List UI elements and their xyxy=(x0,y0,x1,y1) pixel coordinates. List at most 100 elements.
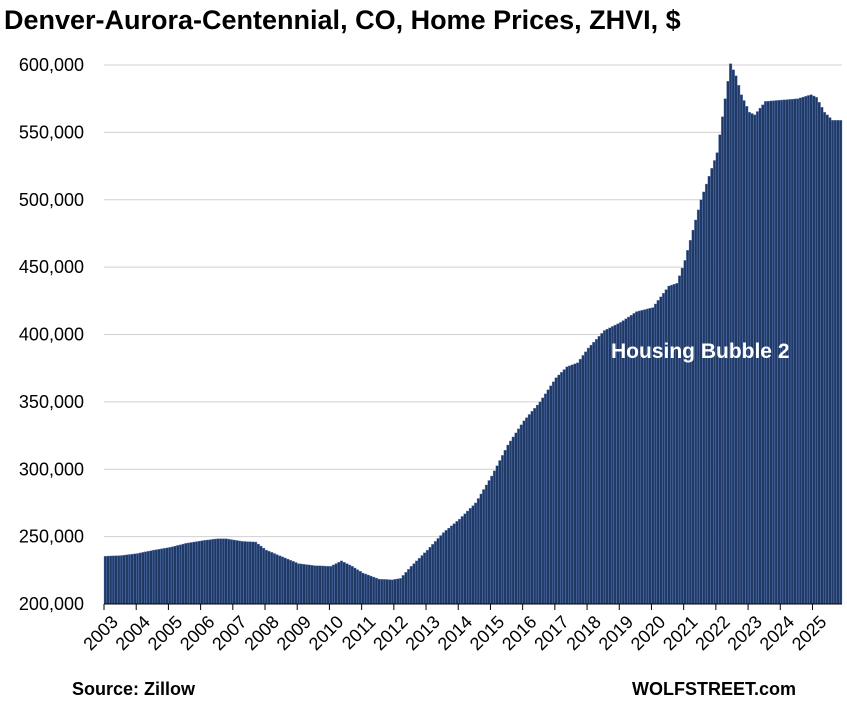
bar xyxy=(463,513,467,605)
bar xyxy=(554,377,558,605)
bar xyxy=(420,555,424,605)
bar xyxy=(127,554,132,605)
x-tick-label: 2019 xyxy=(595,612,637,654)
bar xyxy=(828,117,832,605)
bar xyxy=(382,579,386,605)
bar xyxy=(162,548,166,605)
bar xyxy=(796,98,800,605)
bar xyxy=(334,563,338,605)
bar xyxy=(814,97,819,605)
bar xyxy=(278,555,282,605)
bar xyxy=(192,541,196,605)
x-tick-label: 2010 xyxy=(305,612,347,654)
bar xyxy=(576,362,580,605)
bar xyxy=(839,120,843,605)
bar xyxy=(804,96,808,605)
bar xyxy=(305,564,309,605)
bar xyxy=(294,562,298,605)
bar xyxy=(176,545,180,605)
bar xyxy=(283,557,287,605)
bar xyxy=(718,134,722,605)
bar xyxy=(275,554,279,605)
bar xyxy=(157,549,161,605)
bar xyxy=(683,260,687,605)
bar xyxy=(262,547,266,605)
bar xyxy=(514,432,518,605)
bar xyxy=(356,569,360,605)
x-tick-label: 2008 xyxy=(240,612,282,654)
bar xyxy=(195,541,199,605)
bar xyxy=(248,541,252,605)
x-tick-label: 2020 xyxy=(627,612,669,654)
bar xyxy=(146,551,150,605)
bar xyxy=(573,363,577,605)
x-tick-label: 2014 xyxy=(434,612,476,654)
bar xyxy=(310,565,314,605)
bar xyxy=(272,553,276,605)
bar xyxy=(549,385,553,605)
bar xyxy=(407,569,411,605)
bar xyxy=(369,575,373,605)
bar xyxy=(546,389,550,605)
bar xyxy=(168,547,172,605)
bar xyxy=(836,120,840,605)
bar xyxy=(688,239,692,605)
y-tick-label: 350,000 xyxy=(19,392,84,412)
bar xyxy=(189,542,193,605)
y-tick-label: 400,000 xyxy=(19,325,84,345)
bar xyxy=(578,358,582,605)
bar xyxy=(184,543,188,605)
bar xyxy=(450,525,454,605)
bar xyxy=(280,556,284,605)
bar xyxy=(433,541,437,605)
bar xyxy=(160,548,164,605)
bar xyxy=(594,339,598,605)
bar xyxy=(670,284,674,605)
bar xyxy=(490,475,494,605)
bar xyxy=(672,284,676,605)
bar xyxy=(364,573,368,605)
bar xyxy=(154,549,158,605)
bar xyxy=(511,436,515,605)
bar xyxy=(798,97,802,605)
bar xyxy=(680,267,684,605)
bar xyxy=(476,498,480,605)
bar xyxy=(431,544,435,605)
bar xyxy=(232,539,236,605)
bar xyxy=(501,455,505,605)
bar xyxy=(152,549,156,605)
bar xyxy=(444,530,448,605)
bar xyxy=(592,341,596,605)
bar xyxy=(460,516,464,605)
x-tick-label: 2024 xyxy=(756,612,798,654)
bar xyxy=(581,355,585,605)
bar xyxy=(254,541,258,605)
bar xyxy=(288,560,293,605)
bar xyxy=(372,576,376,605)
bar xyxy=(484,484,488,605)
bar xyxy=(471,505,475,605)
bar xyxy=(707,175,711,605)
bar xyxy=(541,397,545,605)
bar xyxy=(611,326,615,605)
bar xyxy=(678,275,682,605)
bar xyxy=(203,540,207,605)
bar xyxy=(219,538,223,605)
bar xyxy=(495,465,499,605)
bar xyxy=(608,327,612,605)
bar xyxy=(517,428,521,605)
bar xyxy=(568,365,572,605)
x-tick-label: 2021 xyxy=(659,612,701,654)
x-tick-label: 2017 xyxy=(530,612,572,654)
x-tick-label: 2015 xyxy=(466,612,508,654)
bar xyxy=(479,493,483,605)
y-tick-label: 300,000 xyxy=(19,459,84,479)
bar xyxy=(119,555,123,605)
x-tick-label: 2018 xyxy=(562,612,604,654)
bar xyxy=(702,191,706,605)
bar xyxy=(240,541,244,605)
y-tick-label: 600,000 xyxy=(19,55,84,75)
bar xyxy=(833,120,837,605)
bar xyxy=(345,563,349,605)
